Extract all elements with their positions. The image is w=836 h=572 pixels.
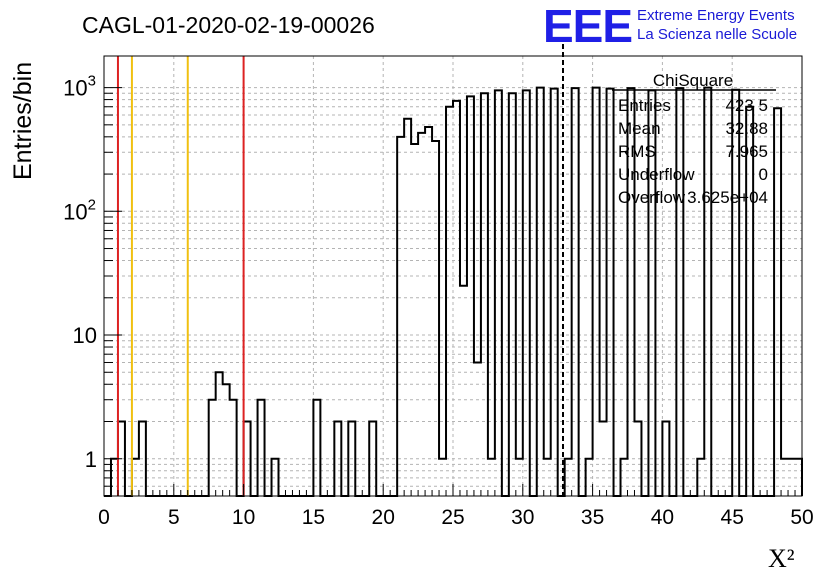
x-tick-label: 15	[302, 506, 325, 529]
x-tick-label: 30	[511, 506, 534, 529]
histogram-bin	[209, 400, 216, 496]
histogram-bin	[348, 422, 355, 496]
histogram-bin	[467, 96, 474, 496]
stats-value: 3.625e+04	[687, 188, 768, 207]
x-tick-label: 40	[651, 506, 674, 529]
histogram-bin	[544, 459, 551, 496]
stats-value: 32.88	[725, 119, 768, 138]
histogram-bin	[551, 89, 558, 496]
eee-logo: EEE Extreme Energy Events La Scienza nel…	[543, 0, 797, 52]
stats-label: RMS	[618, 142, 656, 161]
x-tick-label: 10	[232, 506, 255, 529]
stats-label: Mean	[618, 119, 661, 138]
histogram-bin	[781, 459, 788, 496]
stats-value: 0	[759, 165, 768, 184]
eee-logo-mark: EEE	[543, 0, 632, 52]
stats-box: ChiSquare Entries 423 5 Mean 32.88 RMS 7.965 U…	[612, 71, 776, 207]
histogram-bin	[132, 459, 139, 496]
histogram-bin	[230, 400, 237, 496]
histogram-bin	[313, 400, 320, 496]
histogram-bin	[404, 119, 411, 496]
histogram-outline	[104, 86, 803, 497]
histogram-bin	[439, 459, 446, 496]
histogram-bin	[334, 422, 341, 496]
y-tick-label: 10	[73, 323, 97, 348]
x-tick-label: 25	[441, 506, 464, 529]
histogram-bin	[704, 88, 711, 496]
histogram-bin	[788, 459, 795, 496]
x-tick-label: 50	[790, 506, 813, 529]
histogram-bin	[216, 372, 223, 496]
histogram-bin	[509, 93, 516, 496]
stats-label: Entries	[618, 96, 671, 115]
histogram-bin	[474, 362, 481, 496]
histogram-bin	[425, 127, 432, 496]
histogram-bin	[676, 88, 683, 496]
histogram-bin	[774, 108, 781, 496]
x-tick-label: 20	[372, 506, 395, 529]
histogram-bin	[411, 144, 418, 496]
eee-logo-line1: Extreme Energy Events	[637, 7, 795, 24]
histogram-bin	[621, 459, 628, 496]
stats-rows: Entries 423 5 Mean 32.88 RMS 7.965 Underflow 0 O…	[618, 96, 768, 207]
histogram-bin	[662, 422, 669, 496]
x-tick-label: 0	[98, 506, 110, 529]
stats-label: Overflow	[618, 188, 686, 207]
histogram-bin	[565, 459, 572, 496]
histogram-bin	[446, 107, 453, 496]
x-tick-label: 35	[581, 506, 604, 529]
histogram-bin	[523, 90, 530, 496]
y-tick-label: 102	[63, 196, 96, 224]
histogram-bin	[634, 422, 641, 496]
histogram-bin	[572, 88, 579, 496]
chart-title: CAGL-01-2020-02-19-00026	[82, 12, 375, 38]
stats-name: ChiSquare	[653, 71, 733, 90]
y-axis-label: Entries/bin	[9, 62, 37, 180]
eee-logo-line2: La Scienza nelle Scuole	[637, 26, 797, 43]
histogram-bin	[223, 384, 230, 496]
histogram-bin	[537, 88, 544, 496]
histogram-bin	[369, 422, 376, 496]
histogram-bin	[746, 107, 753, 496]
y-tick-label: 103	[63, 73, 96, 101]
reference-lines	[116, 44, 565, 496]
histogram-bin	[481, 93, 488, 496]
x-axis-label: X²	[768, 544, 795, 572]
stats-label: Underflow	[618, 165, 695, 184]
plot-border	[103, 55, 803, 497]
histogram-bin	[418, 133, 425, 496]
histogram-bin	[488, 459, 495, 496]
histogram-bin	[516, 459, 523, 496]
histogram-bin	[258, 400, 265, 496]
stats-value: 7.965	[725, 142, 768, 161]
histogram-bin	[460, 286, 467, 496]
histogram-bin	[272, 459, 279, 496]
histogram-bin	[600, 422, 607, 496]
stats-value: 423 5	[725, 96, 768, 115]
histogram-bin	[586, 459, 593, 496]
histogram-bin	[697, 459, 704, 496]
histogram	[104, 86, 803, 497]
y-tick-label: 1	[85, 447, 97, 472]
histogram-bin	[139, 422, 146, 496]
histogram-bin	[607, 89, 614, 496]
histogram-bin	[593, 88, 600, 496]
histogram-bin	[397, 137, 404, 496]
x-tick-label: 45	[721, 506, 744, 529]
histogram-bin	[495, 90, 502, 496]
histogram-bin	[453, 101, 460, 496]
x-tick-label: 5	[168, 506, 180, 529]
histogram-bin	[244, 422, 251, 496]
histogram-bin	[432, 141, 439, 496]
histogram-bin	[795, 459, 802, 496]
